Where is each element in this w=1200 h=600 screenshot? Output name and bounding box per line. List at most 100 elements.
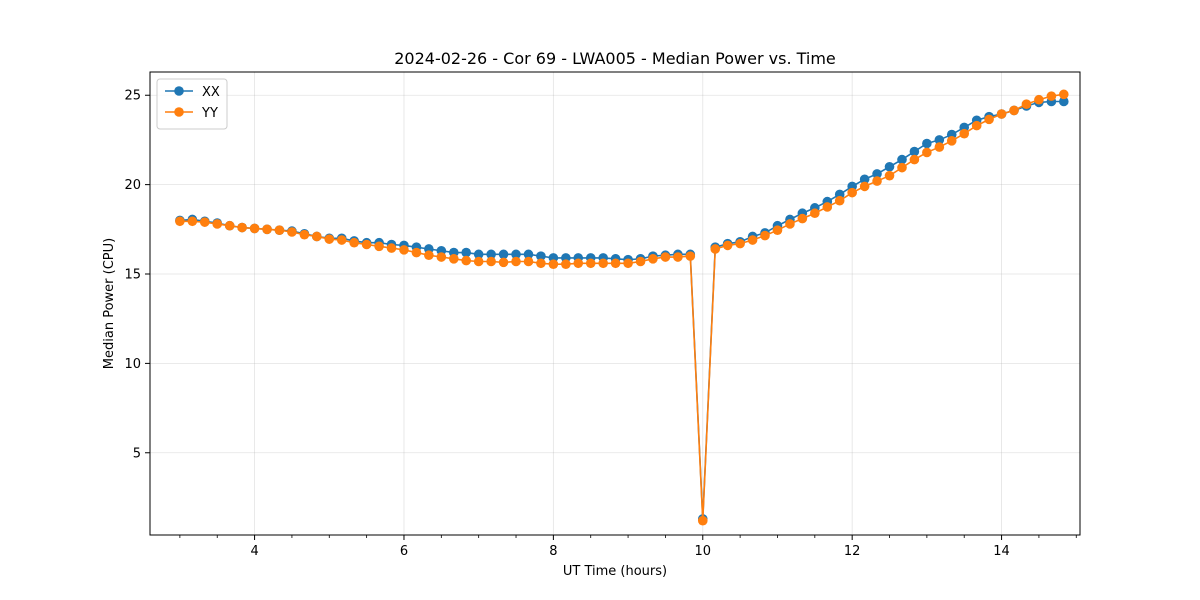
data-point-yy (946, 136, 957, 146)
y-tick-label: 15 (124, 268, 141, 283)
data-point-yy (349, 237, 359, 248)
x-tick-label: 8 (549, 544, 557, 559)
data-point-yy (959, 128, 970, 139)
data-point-yy (473, 256, 484, 267)
data-point-yy (610, 258, 621, 269)
data-point-yy (660, 252, 671, 262)
data-point-yy (548, 259, 559, 269)
y-tick-label: 5 (133, 446, 141, 461)
data-point-yy (237, 222, 247, 233)
data-point-xx (486, 249, 496, 260)
series-xx (175, 96, 1069, 524)
chart-title: 2024-02-26 - Cor 69 - LWA005 - Median Po… (394, 49, 836, 68)
data-point-yy (834, 195, 845, 206)
data-point-xx (872, 169, 882, 179)
series-line-xx (179, 100, 1064, 519)
x-axis-label: UT Time (hours) (563, 564, 667, 579)
y-tick-label: 20 (124, 178, 141, 193)
data-point-yy (523, 256, 534, 267)
data-point-yy (386, 243, 397, 253)
x-tick-label: 10 (694, 544, 711, 559)
x-tick-label: 4 (250, 544, 258, 559)
data-point-yy (722, 240, 733, 251)
data-point-yy (585, 258, 596, 269)
data-point-yy (486, 256, 496, 267)
data-point-yy (187, 216, 198, 227)
data-point-yy (1021, 99, 1032, 109)
data-point-yy (336, 235, 347, 245)
data-point-yy (984, 114, 994, 125)
data-point-yy (598, 258, 608, 269)
data-point-xx (536, 251, 546, 261)
data-point-yy (635, 256, 646, 267)
data-point-yy (772, 225, 783, 236)
data-point-yy (212, 219, 223, 229)
data-point-xx (523, 249, 534, 260)
plot-frame (149, 71, 1081, 536)
data-point-xx (884, 161, 895, 172)
data-point-yy (175, 216, 185, 227)
data-point-yy (312, 231, 322, 242)
data-point-yy (934, 142, 945, 152)
data-point-xx (461, 247, 472, 258)
y-tick-label: 25 (124, 89, 141, 104)
grid-layer (150, 72, 1080, 535)
data-point-yy (897, 162, 907, 173)
data-point-yy (361, 239, 372, 250)
data-point-yy (810, 208, 820, 219)
data-point-yy (685, 251, 696, 261)
data-point-yy (449, 254, 459, 264)
data-point-yy (922, 147, 932, 158)
data-point-xx (511, 249, 521, 260)
data-point-yy (374, 241, 384, 252)
data-point-yy (299, 229, 310, 240)
data-point-yy (511, 256, 521, 267)
data-point-yy (573, 258, 584, 269)
data-point-xx (909, 146, 920, 157)
x-tick-label: 14 (993, 544, 1010, 559)
data-point-yy (785, 219, 795, 229)
legend-marker-yy (174, 107, 184, 117)
series-yy (175, 89, 1069, 526)
data-point-yy (536, 258, 546, 269)
legend-label-yy: YY (201, 106, 218, 121)
axes-layer: 4 6 8 10 12 14 5 10 15 20 25 (124, 89, 1077, 559)
data-point-xx (934, 135, 945, 145)
data-point-yy (797, 213, 808, 224)
series-layer (175, 89, 1069, 526)
y-axis-label: Median Power (CPU) (102, 238, 117, 369)
data-point-yy (498, 257, 509, 268)
data-point-yy (760, 230, 770, 241)
data-point-yy (561, 259, 571, 269)
x-tick-label: 12 (844, 544, 861, 559)
data-point-yy (1046, 91, 1057, 101)
y-tick-label: 10 (124, 357, 141, 372)
data-point-yy (1009, 105, 1019, 116)
data-point-yy (461, 255, 472, 266)
data-point-yy (287, 227, 297, 237)
data-point-yy (859, 181, 870, 192)
data-point-yy (971, 120, 982, 131)
legend-marker-xx (174, 86, 184, 96)
data-point-xx (859, 174, 870, 185)
data-point-yy (249, 223, 260, 234)
x-tick-label: 6 (400, 544, 408, 559)
legend-label-xx: XX (202, 85, 220, 100)
data-point-yy (710, 244, 721, 254)
data-point-yy (747, 235, 758, 245)
data-point-yy (623, 258, 633, 269)
data-point-yy (673, 252, 683, 262)
data-point-yy (424, 250, 434, 261)
data-point-yy (411, 247, 422, 258)
data-point-xx (498, 249, 509, 260)
data-point-xx (1058, 96, 1069, 107)
data-point-yy (262, 224, 272, 235)
legend: XX YY (156, 78, 228, 130)
data-point-yy (1034, 94, 1044, 105)
data-point-yy (648, 254, 658, 264)
data-point-yy (399, 245, 409, 255)
data-point-yy (847, 187, 857, 198)
data-point-yy (274, 225, 285, 236)
data-point-yy (872, 176, 882, 186)
